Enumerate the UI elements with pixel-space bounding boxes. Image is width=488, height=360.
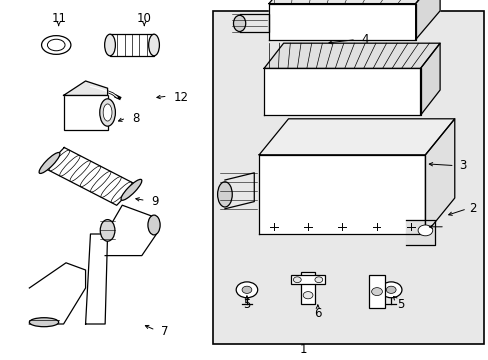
Circle shape bbox=[303, 292, 312, 299]
Circle shape bbox=[371, 288, 382, 296]
Polygon shape bbox=[85, 234, 107, 324]
Polygon shape bbox=[264, 68, 420, 115]
Polygon shape bbox=[63, 81, 107, 95]
Text: 5: 5 bbox=[243, 298, 250, 311]
Circle shape bbox=[293, 277, 301, 283]
Polygon shape bbox=[264, 43, 439, 68]
Polygon shape bbox=[415, 0, 439, 40]
Bar bbox=[290, 275, 325, 284]
Polygon shape bbox=[405, 220, 434, 245]
Text: 11: 11 bbox=[51, 12, 66, 24]
Text: 10: 10 bbox=[137, 12, 151, 24]
Ellipse shape bbox=[103, 104, 112, 121]
Ellipse shape bbox=[39, 153, 60, 174]
Ellipse shape bbox=[233, 15, 245, 32]
Ellipse shape bbox=[100, 99, 115, 126]
Circle shape bbox=[236, 282, 257, 298]
Polygon shape bbox=[105, 205, 156, 256]
Text: 1: 1 bbox=[299, 343, 306, 356]
Text: 12: 12 bbox=[173, 91, 188, 104]
Polygon shape bbox=[44, 148, 136, 205]
Ellipse shape bbox=[147, 215, 160, 235]
Ellipse shape bbox=[121, 179, 142, 200]
Polygon shape bbox=[425, 119, 454, 234]
Circle shape bbox=[417, 225, 432, 236]
Polygon shape bbox=[259, 155, 425, 234]
Ellipse shape bbox=[104, 34, 115, 56]
Polygon shape bbox=[224, 173, 254, 209]
Bar bbox=[300, 272, 315, 304]
Polygon shape bbox=[29, 263, 85, 324]
Text: 2: 2 bbox=[468, 202, 476, 215]
Bar bbox=[212, 11, 483, 344]
Polygon shape bbox=[268, 0, 439, 4]
Circle shape bbox=[242, 286, 251, 293]
Text: 7: 7 bbox=[161, 325, 168, 338]
Text: 6: 6 bbox=[313, 307, 321, 320]
Text: 8: 8 bbox=[132, 112, 139, 125]
Polygon shape bbox=[420, 43, 439, 115]
Polygon shape bbox=[259, 119, 454, 155]
Ellipse shape bbox=[148, 34, 159, 56]
Text: 5: 5 bbox=[396, 298, 404, 311]
Ellipse shape bbox=[41, 36, 71, 54]
Text: 3: 3 bbox=[459, 159, 466, 172]
Bar bbox=[63, 95, 107, 130]
Text: 4: 4 bbox=[361, 33, 368, 46]
Polygon shape bbox=[268, 4, 415, 40]
Ellipse shape bbox=[217, 182, 232, 207]
Bar bbox=[368, 275, 384, 308]
Ellipse shape bbox=[29, 318, 59, 327]
Circle shape bbox=[314, 277, 322, 283]
Text: 9: 9 bbox=[151, 195, 159, 208]
Circle shape bbox=[380, 282, 401, 298]
Ellipse shape bbox=[47, 39, 65, 51]
Ellipse shape bbox=[100, 220, 115, 241]
Bar bbox=[110, 34, 154, 56]
Circle shape bbox=[386, 286, 395, 293]
Polygon shape bbox=[239, 14, 268, 32]
